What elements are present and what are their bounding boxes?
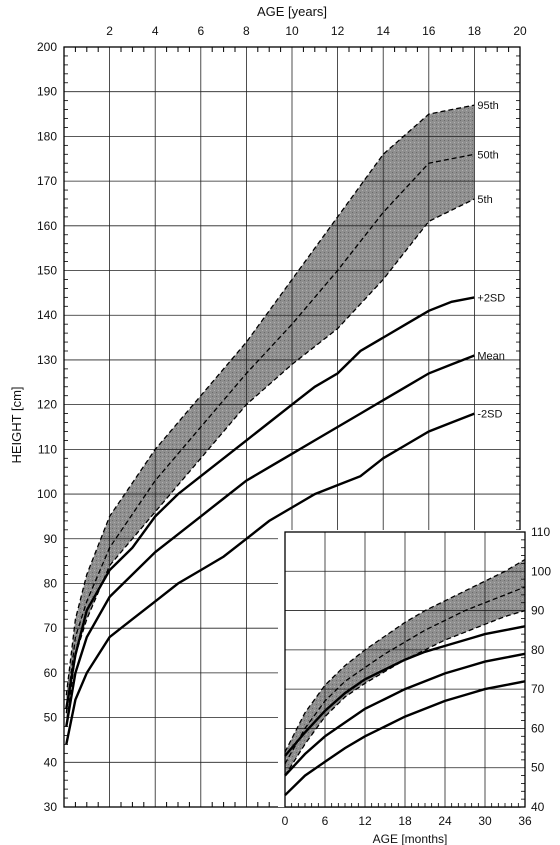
inset-frame: [284, 531, 526, 808]
series-5th-line: [65, 198, 475, 727]
inset-y-tick-label: 70: [531, 682, 545, 696]
inset-x-tick-label: 0: [282, 814, 289, 828]
inset-x-tick-label: 18: [398, 814, 412, 828]
series-95th-line: [65, 104, 475, 696]
inset-series-line: [284, 680, 526, 797]
series-line: [65, 296, 475, 709]
inset-y-tick-label: 100: [531, 564, 551, 578]
inset-y-tick-label: 90: [531, 604, 545, 618]
y-tick-label: 120: [37, 398, 57, 412]
y-tick-label: 180: [37, 129, 57, 143]
y-tick-label: 200: [37, 40, 57, 54]
inset-x-tick-label: 12: [358, 814, 372, 828]
y-tick-label: 170: [37, 174, 57, 188]
y-tick-label: 70: [44, 621, 58, 635]
series-label: 50th: [477, 149, 498, 161]
inset-y-tick-label: 40: [531, 800, 545, 814]
inset-y-tick-label: 50: [531, 761, 545, 775]
y-tick-label: 60: [44, 666, 58, 680]
y-tick-label: 150: [37, 264, 57, 278]
main-x-axis-title: AGE [years]: [257, 4, 327, 19]
y-tick-label: 90: [44, 532, 58, 546]
y-tick-label: 50: [44, 711, 58, 725]
x-tick-label: 20: [513, 24, 527, 38]
x-tick-label: 6: [197, 24, 204, 38]
inset-y-tick-label: 110: [531, 525, 550, 539]
inset-x-tick-label: 24: [438, 814, 452, 828]
inset-x-tick-label: 36: [518, 814, 532, 828]
series-line: [65, 354, 475, 727]
x-tick-label: 12: [331, 24, 345, 38]
y-tick-label: 30: [44, 800, 58, 814]
x-tick-label: 8: [243, 24, 250, 38]
y-tick-label: 100: [37, 487, 57, 501]
series-label: -2SD: [477, 409, 502, 421]
inset-x-tick-label: 30: [478, 814, 492, 828]
inset-upper-line: [284, 558, 526, 753]
percentile-band: [66, 105, 475, 727]
x-tick-label: 4: [152, 24, 159, 38]
main-y-axis-title: HEIGHT [cm]: [9, 386, 24, 463]
series-line: [65, 153, 475, 714]
series-label: +2SD: [477, 292, 505, 304]
inset-y-tick-label: 60: [531, 721, 545, 735]
y-tick-label: 130: [37, 353, 57, 367]
inset-percentile-band: [285, 559, 525, 776]
y-tick-label: 140: [37, 308, 57, 322]
series-line: [65, 412, 475, 745]
y-tick-label: 40: [44, 755, 58, 769]
series-label: 95th: [477, 100, 498, 112]
x-tick-label: 16: [422, 24, 436, 38]
inset-y-tick-label: 80: [531, 643, 545, 657]
y-tick-label: 80: [44, 576, 58, 590]
y-tick-label: 160: [37, 219, 57, 233]
x-tick-label: 10: [285, 24, 299, 38]
x-tick-label: 18: [468, 24, 482, 38]
inset-x-axis-title: AGE [months]: [373, 832, 448, 845]
x-tick-label: 2: [106, 24, 113, 38]
y-tick-label: 190: [37, 85, 57, 99]
inset-series-line: [284, 652, 526, 777]
x-tick-label: 14: [377, 24, 391, 38]
inset-series-line: [284, 586, 526, 765]
series-label: 5th: [477, 194, 492, 206]
inset-series-line: [284, 625, 526, 757]
y-tick-label: 110: [38, 442, 57, 456]
series-label: Mean: [477, 350, 505, 362]
inset-x-tick-label: 6: [322, 814, 329, 828]
